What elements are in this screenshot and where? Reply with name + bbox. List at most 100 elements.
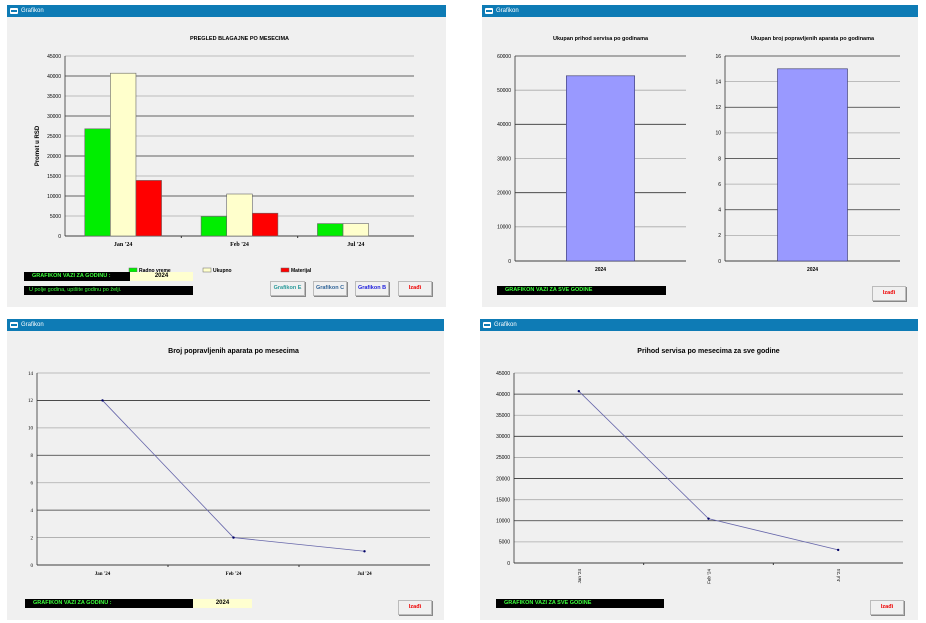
y-tick-label: 40000 (47, 74, 61, 80)
y-tick-label: 35000 (496, 413, 510, 419)
titlebar: Grafikon (480, 319, 918, 331)
y-tick-label: 45000 (496, 371, 510, 377)
bar-broj (777, 68, 848, 262)
data-point (101, 399, 104, 402)
bar-ukupno (226, 193, 253, 237)
exit-button[interactable]: Izađi (398, 281, 432, 296)
data-point (232, 536, 235, 539)
x-tick-label: Jul '24 (357, 572, 372, 577)
chart-blagajna: PREGLED BLAGAJNE PO MESECIMA 0 5000 10000 15… (35, 36, 414, 274)
x-tick-label: Jul '24 (836, 569, 841, 582)
year-input[interactable]: 2024 (130, 272, 193, 281)
y-tick-label: 8 (718, 156, 721, 162)
y-tick-label: 5000 (50, 214, 61, 220)
y-tick-label: 5000 (499, 540, 510, 546)
window-icon (10, 322, 18, 328)
y-tick-label: 10000 (47, 194, 61, 200)
grafikon-c-button[interactable]: Grafikon C (313, 281, 347, 296)
x-tick-label: 2024 (807, 267, 818, 273)
status-label: GRAFIKON VAZI ZA GODINU : (25, 599, 193, 608)
bar-radno-vreme (317, 223, 344, 237)
grafikon-e-button[interactable]: Grafikon E (270, 281, 305, 296)
data-point (836, 548, 840, 552)
window-title: Grafikon (21, 322, 44, 328)
chart-title: PREGLED BLAGAJNE PO MESECIMA (190, 36, 289, 42)
window-title: Grafikon (21, 8, 44, 14)
bar-materijal (135, 180, 162, 237)
y-tick-label: 4 (31, 509, 34, 514)
y-tick-label: 40000 (497, 122, 511, 128)
chart-prihod-mesecno: Prihod servisa po mesecima za sve godine… (496, 348, 903, 584)
y-tick-label: 0 (31, 564, 34, 569)
window-godine: Grafikon Ukupan prihod servisa po godina… (482, 5, 918, 307)
x-tick-label: Jan '24 (114, 242, 133, 248)
y-tick-label: 14 (28, 372, 34, 377)
x-tick-label: Feb '24 (707, 569, 712, 584)
bar-prihod (566, 75, 636, 262)
y-tick-label: 20000 (47, 154, 61, 160)
y-tick-label: 14 (715, 79, 721, 85)
status-label: GRAFIKON VAZI ZA GODINU : (24, 272, 130, 281)
y-tick-label: 2 (718, 233, 721, 239)
year-input[interactable]: 2024 (193, 599, 252, 608)
x-tick-label: Feb '24 (230, 242, 249, 248)
chart-broj-mesecno: Broj popravljenih aparata po mesecima 0 2 4… (28, 348, 430, 577)
bar-materijal (251, 212, 279, 237)
y-tick-label: 25000 (496, 455, 510, 461)
y-tick-label: 8 (31, 454, 34, 459)
grafikon-b-button[interactable]: Grafikon B (355, 281, 389, 296)
y-tick-label: 0 (508, 259, 511, 265)
chart-title: Broj popravljenih aparata po mesecima (168, 348, 299, 355)
y-tick-label: 10 (715, 131, 721, 137)
window-title: Grafikon (496, 8, 519, 14)
legend-label: Materijal (291, 268, 312, 274)
legend-label: Radno vreme (139, 268, 171, 274)
window-icon (10, 8, 18, 14)
series-line (102, 400, 365, 552)
y-tick-label: 45000 (47, 54, 61, 60)
x-tick-label: Feb '24 (226, 572, 242, 577)
bar-radno-vreme (200, 216, 228, 237)
y-tick-label: 15000 (47, 174, 61, 180)
x-tick-label: Jan '24 (577, 569, 582, 584)
y-tick-label: 50000 (497, 88, 511, 94)
y-tick-label: 40000 (496, 392, 510, 398)
window-title: Grafikon (494, 322, 517, 328)
y-tick-label: 0 (718, 259, 721, 265)
chart-title: Prihod servisa po mesecima za sve godine (637, 348, 779, 355)
exit-button[interactable]: Izađi (398, 600, 432, 615)
bar-ukupno (342, 223, 369, 237)
y-tick-label: 35000 (47, 94, 61, 100)
chart-title: Ukupan prihod servisa po godinama (553, 36, 649, 42)
exit-button[interactable]: Izađi (870, 600, 904, 615)
y-tick-label: 10000 (497, 225, 511, 231)
y-tick-label: 0 (507, 561, 510, 567)
legend-label: Ukupno (213, 268, 232, 274)
y-tick-label: 30000 (47, 114, 61, 120)
y-tick-label: 2 (31, 536, 34, 541)
y-tick-label: 4 (718, 208, 721, 214)
y-tick-label: 16 (715, 54, 721, 60)
y-tick-label: 30000 (496, 434, 510, 440)
y-tick-label: 60000 (497, 54, 511, 60)
y-tick-label: 10 (28, 427, 34, 432)
data-point (577, 389, 581, 393)
status-label: GRAFIKON VAZI ZA SVE GODINE (497, 286, 666, 295)
y-tick-label: 30000 (497, 156, 511, 162)
y-tick-label: 10000 (496, 519, 510, 525)
hint-text: U polje godina, upišite godinu po želji. (24, 286, 193, 295)
window-broj-mesecno: Grafikon Broj popravljenih aparata po me… (7, 319, 444, 620)
x-tick-label: Jan '24 (95, 572, 111, 577)
legend-swatch (202, 267, 212, 273)
bar-radno-vreme (84, 128, 111, 237)
y-tick-label: 0 (58, 234, 61, 240)
titlebar: Grafikon (7, 319, 444, 331)
exit-button[interactable]: Izađi (872, 286, 906, 301)
x-tick-label: 2024 (595, 267, 606, 273)
y-tick-label: 20000 (497, 190, 511, 196)
y-tick-label: 15000 (496, 497, 510, 503)
window-icon (483, 322, 491, 328)
data-point (363, 550, 366, 553)
data-point (707, 517, 710, 520)
charts-godine: Ukupan prihod servisa po godinama 0 10000 2… (497, 36, 900, 273)
